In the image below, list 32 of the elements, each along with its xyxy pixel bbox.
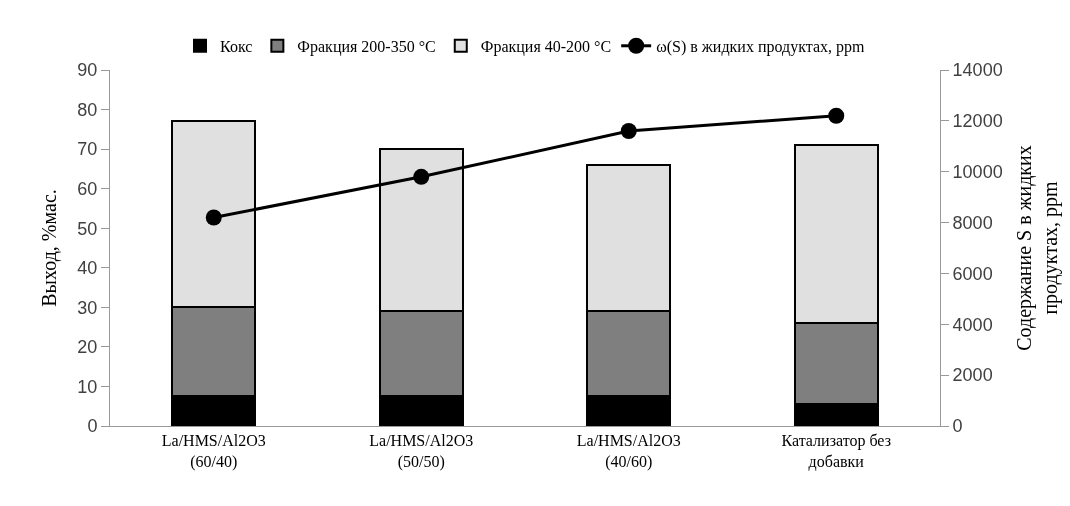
legend-label: Фракция 200-350 °C — [297, 38, 436, 57]
y2-tick-label: 12000 — [952, 111, 1003, 132]
y-tick-label: 30 — [77, 297, 98, 318]
legend-label: ω(S) в жидких продуктах, ppm — [656, 38, 865, 57]
legend-label: Фракция 40-200 °C — [480, 38, 612, 57]
y-tick-label: 80 — [77, 99, 98, 120]
x-tick-label: Катализатор без добавки — [781, 432, 891, 471]
y-tick-label: 20 — [77, 337, 98, 358]
y-tick-label: 90 — [77, 60, 98, 81]
y-tick-label: 10 — [77, 376, 98, 397]
y-tick-label: 0 — [87, 416, 98, 437]
legend-label: Кокс — [220, 38, 253, 56]
y-tick-label: 70 — [77, 139, 98, 160]
y2-tick-label: 4000 — [952, 314, 993, 335]
point — [620, 123, 637, 140]
y-tick-label: 50 — [77, 218, 98, 239]
x-tick-label: La/HMS/Al2O3 (50/50) — [369, 432, 474, 471]
y-tick-label: 40 — [77, 258, 98, 279]
point — [413, 168, 430, 185]
y2-tick-label: 2000 — [952, 365, 993, 386]
point — [205, 209, 222, 226]
point — [828, 107, 845, 124]
y-tick-label: 60 — [77, 178, 98, 199]
y2-tick-label: 14000 — [952, 60, 1003, 81]
y2-tick-label: 8000 — [952, 212, 993, 233]
x-tick-label: La/HMS/Al2O3 (60/40) — [161, 432, 266, 471]
y2-tick-label: 0 — [952, 416, 963, 437]
y2-tick-label: 6000 — [952, 263, 993, 284]
y2-tick-label: 10000 — [952, 162, 1003, 183]
x-tick-label: La/HMS/Al2O3 (40/60) — [576, 432, 681, 471]
y2-axis-title: Содержание S в жидких продуктах, ppm — [1013, 145, 1063, 351]
y-axis-title: Выход, %мас. — [37, 189, 61, 307]
